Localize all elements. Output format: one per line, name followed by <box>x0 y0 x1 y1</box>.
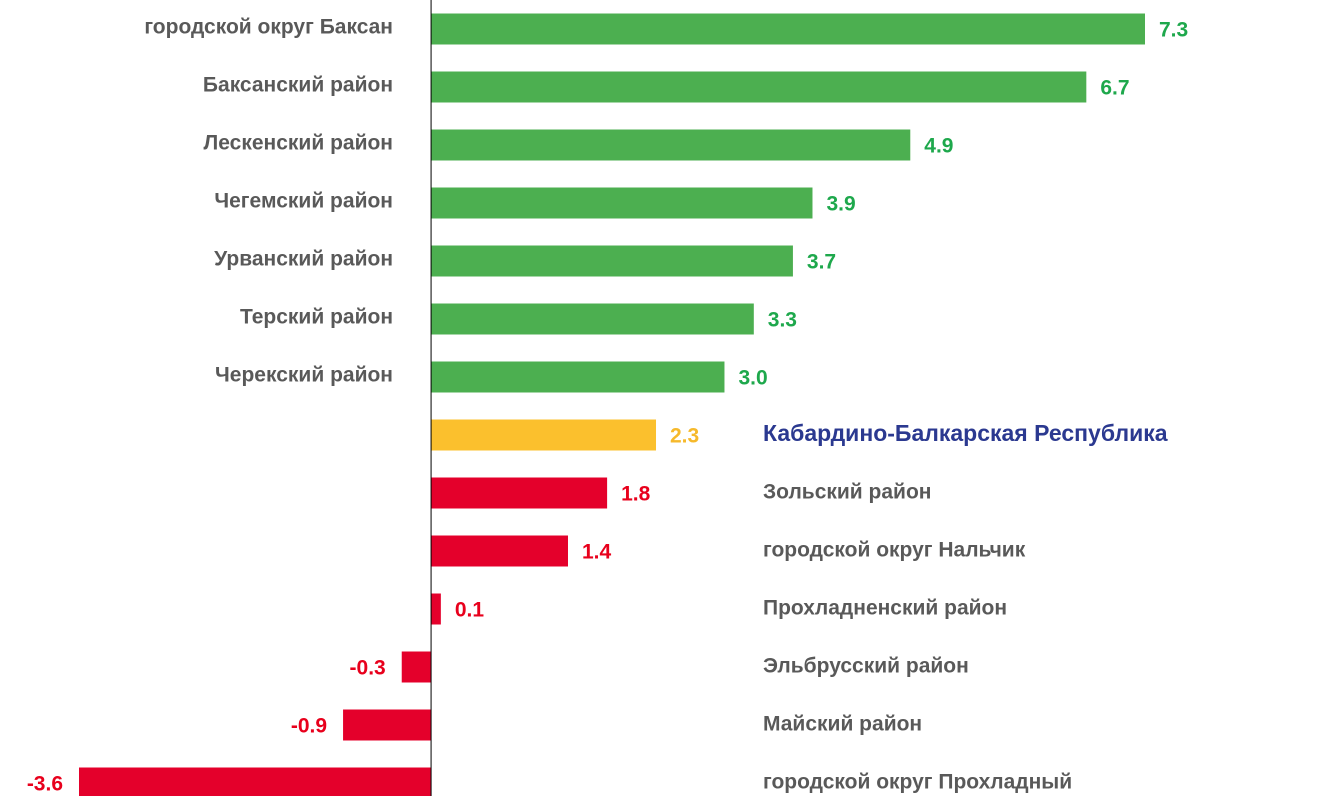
value-label: 0.1 <box>455 599 485 622</box>
category-label: Черекский район <box>215 364 393 387</box>
value-label: 1.8 <box>621 483 651 506</box>
bar <box>431 361 725 393</box>
bar <box>431 129 911 161</box>
category-label: Чегемский район <box>214 190 393 213</box>
bar <box>431 593 441 625</box>
category-label: городской округ Баксан <box>144 16 393 39</box>
bar <box>431 419 657 451</box>
category-label: Лескенский район <box>204 132 393 155</box>
category-label: Урванский район <box>214 248 393 271</box>
bar <box>343 709 432 741</box>
bar <box>431 13 1146 45</box>
value-label: 3.0 <box>738 367 767 390</box>
value-label: 6.7 <box>1100 77 1129 100</box>
bar <box>79 767 432 796</box>
bar <box>431 477 608 509</box>
value-label: 2.3 <box>670 425 699 448</box>
category-label: Зольский район <box>763 481 931 504</box>
category-label: Эльбрусский район <box>763 655 969 678</box>
category-label: Терский район <box>240 306 393 329</box>
bar <box>431 245 793 277</box>
value-label: -0.9 <box>291 715 327 738</box>
category-label: Баксанский район <box>203 74 393 97</box>
bar <box>431 303 754 335</box>
value-label: -3.6 <box>27 773 63 796</box>
category-label: Майский район <box>763 713 922 736</box>
value-label: 3.7 <box>807 251 836 274</box>
category-label: городской округ Прохладный <box>763 771 1072 794</box>
value-label: 3.3 <box>768 309 797 332</box>
value-label: 4.9 <box>924 135 953 158</box>
value-label: 7.3 <box>1159 19 1188 42</box>
value-label: -0.3 <box>350 657 386 680</box>
category-label: Прохладненский район <box>763 597 1007 620</box>
bar <box>431 535 568 567</box>
value-label: 3.9 <box>826 193 855 216</box>
bar <box>431 71 1087 103</box>
category-label: городской округ Нальчик <box>763 539 1026 562</box>
value-label: 1.4 <box>582 541 612 564</box>
bar <box>401 651 432 683</box>
category-label: Кабардино-Балкарская Республика <box>763 420 1168 446</box>
bar <box>431 187 813 219</box>
